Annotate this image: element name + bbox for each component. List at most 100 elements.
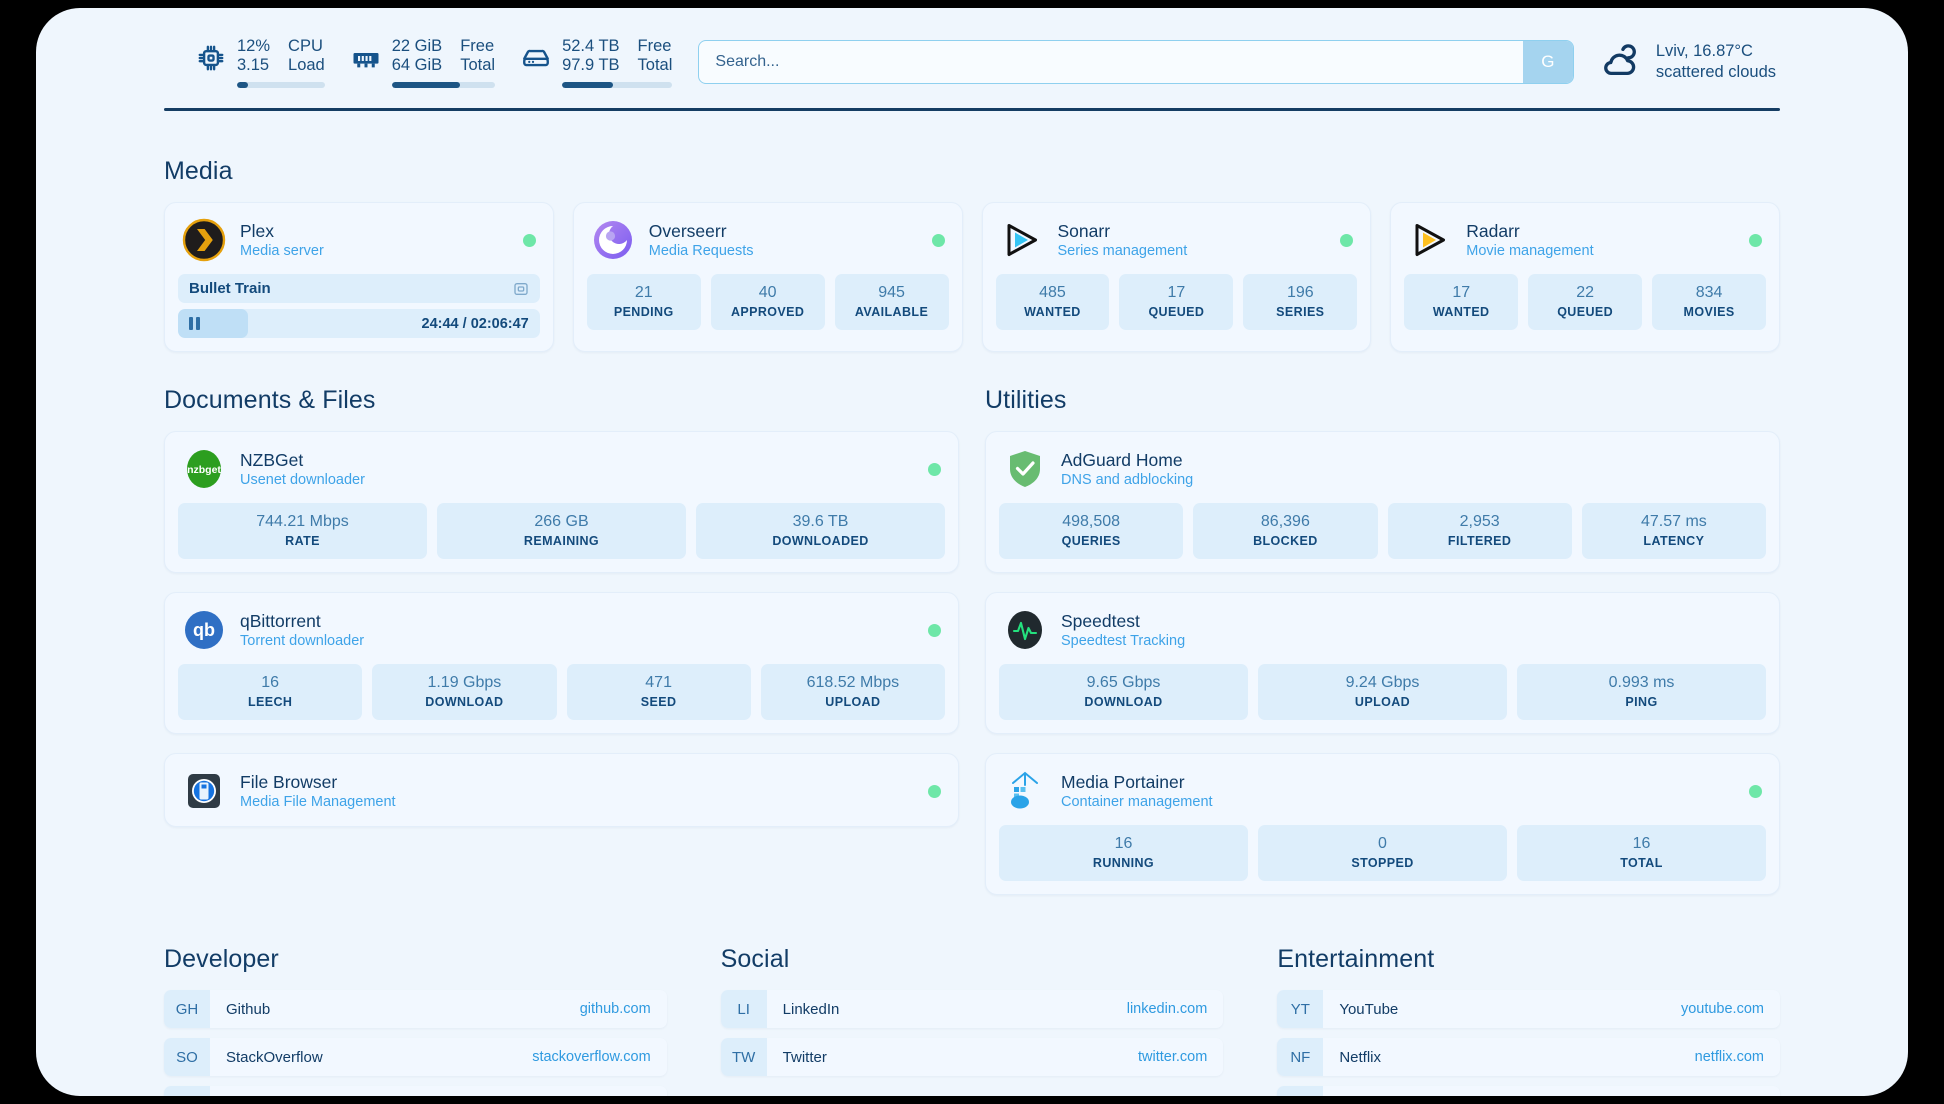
bookmark-item-github[interactable]: GH Github github.com [164,990,667,1028]
service-card-adguard-home[interactable]: AdGuard Home DNS and adblocking 498,508 … [985,431,1780,573]
stat-label: APPROVED [730,305,805,319]
stat-available: 945 AVAILABLE [834,274,949,330]
stat-value: 16 [1114,835,1133,852]
search-input[interactable] [699,41,1523,83]
stat-queued: 22 QUEUED [1528,274,1643,330]
card-stats: 16 LEECH 1.19 Gbps DOWNLOAD 471 SEED [178,664,945,720]
service-card-radarr[interactable]: Radarr Movie management 17 WANTED 22 QUE… [1390,202,1780,352]
card-stats: 9.65 Gbps DOWNLOAD 9.24 Gbps UPLOAD 0.99… [999,664,1766,720]
service-card-overseerr[interactable]: Overseerr Media Requests 21 PENDING 40 A… [572,202,963,352]
stat-value: 744.21 Mbps [256,513,349,530]
card-header: nzbget NZBGet Usenet downloader [178,445,945,491]
bookmark-url: linkedin.com [1126,1001,1208,1017]
stat-value: 196 [1286,284,1314,301]
bookmark-name: Netflix [1339,1048,1382,1066]
weather-widget[interactable]: Lviv, 16.87°C scattered clouds [1600,41,1776,83]
card-subtitle: Container management [1061,793,1213,810]
service-card-nzbget[interactable]: nzbget NZBGet Usenet downloader 74 [164,431,959,573]
stat-label: RUNNING [1092,856,1155,870]
card-subtitle: Speedtest Tracking [1061,632,1186,649]
stat-movies: 834 MOVIES [1652,274,1767,330]
bookmark-name: LinkedIn [782,1000,840,1018]
card-title: Media Portainer [1061,771,1185,792]
stat-running: 16 RUNNING [999,825,1248,881]
speedtest-logo [1003,608,1047,652]
bookmark-item-reddit[interactable]: RE Reddit reddit.com [1277,1086,1780,1096]
stat-label: UPLOAD [1354,695,1411,709]
svg-text:nzbget: nzbget [187,464,221,476]
weather-location-temp: Lviv, 16.87°C [1655,42,1753,60]
bookmark-abbr: TW [720,1038,767,1076]
stat-label: PING [1625,695,1658,709]
stat-value: 618.52 Mbps [806,674,900,691]
stat-value: 471 [645,674,672,691]
stat-stopped: 0 STOPPED [1258,825,1507,881]
card-title: File Browser [240,771,338,792]
adguard-logo [1003,447,1047,491]
card-title: Speedtest [1061,610,1140,631]
stat-label: LEECH [247,695,293,709]
card-header: Radarr Movie management [1404,216,1766,262]
resource-memory[interactable]: 22 GiB 64 GiB Free Total [351,37,496,88]
bookmark-abbr: NF [1277,1038,1324,1076]
cpu-label-2: Load [288,55,325,74]
service-card-media-portainer[interactable]: Media Portainer Container management 16 … [985,753,1780,895]
weather-condition: scattered clouds [1655,63,1776,81]
bookmark-group-social: Social LI LinkedIn linkedin.com TW Twitt… [720,945,1224,1096]
stat-value: 47.57 ms [1640,513,1707,530]
stat-label: WANTED [1432,305,1490,319]
bookmark-item-stackoverflow[interactable]: SO StackOverflow stackoverflow.com [164,1038,667,1076]
bookmark-item-dev[interactable]: DT DEV dev.to [164,1086,667,1096]
stat-remaining: 266 GB REMAINING [437,503,686,559]
cpu-icon [196,43,226,73]
stat-label: UPLOAD [825,695,881,709]
filebrowser-logo [182,769,226,813]
bookmark-item-linkedin[interactable]: LI LinkedIn linkedin.com [720,990,1224,1028]
disk-label-1: Free [637,36,672,55]
cloud-icon [1600,41,1642,83]
bookmark-url: github.com [579,1001,651,1017]
stat-value: 86,396 [1260,513,1310,530]
search-engine-button[interactable]: G [1522,41,1573,83]
stat-label: REMAINING [523,534,600,548]
cast-icon[interactable] [513,281,529,297]
service-card-file-browser[interactable]: File Browser Media File Management [164,753,959,827]
service-card-plex[interactable]: Plex Media server Bullet Train [164,202,554,352]
nzbget-logo: nzbget [182,447,226,491]
stat-label: DOWNLOAD [1084,695,1163,709]
bookmark-item-twitter[interactable]: TW Twitter twitter.com [720,1038,1224,1076]
disk-label-2: Total [637,55,673,74]
stat-label: TOTAL [1620,856,1663,870]
bookmark-abbr: YT [1277,990,1324,1028]
memory-label-2: Total [460,55,496,74]
status-dot-online [931,233,945,247]
cpu-value-1: 12% [237,36,271,55]
stat-value: 266 GB [534,513,589,530]
now-playing-progress-bar[interactable]: 24:44 / 02:06:47 [178,309,540,338]
resource-cpu[interactable]: 12% 3.15 CPU Load [196,37,325,88]
card-header: qb qBittorrent Torrent downloader [178,606,945,652]
stat-value: 22 [1576,284,1595,301]
stat-value: 834 [1695,284,1723,301]
bookmark-item-youtube[interactable]: YT YouTube youtube.com [1277,990,1780,1028]
card-title: Radarr [1466,220,1520,241]
service-card-speedtest[interactable]: Speedtest Speedtest Tracking 9.65 Gbps D… [985,592,1780,734]
stat-seed: 471 SEED [566,664,751,720]
card-subtitle: Media server [240,242,324,259]
bookmark-name: Github [226,1000,271,1018]
card-title: AdGuard Home [1061,449,1183,470]
stat-pending: 21 PENDING [586,274,701,330]
card-subtitle: Media File Management [240,793,396,810]
resource-disk[interactable]: 52.4 TB 97.9 TB Free Total [521,36,673,88]
pause-icon[interactable] [189,317,200,330]
stat-value: 21 [634,284,653,301]
cpu-value-2: 3.15 [237,55,270,74]
bookmark-url: netflix.com [1694,1049,1764,1065]
service-card-qbittorrent[interactable]: qb qBittorrent Torrent downloader [164,592,959,734]
bookmark-item-netflix[interactable]: NF Netflix netflix.com [1277,1038,1780,1076]
status-dot-online [928,784,941,798]
search-box[interactable]: G [698,40,1574,84]
service-card-sonarr[interactable]: Sonarr Series management 485 WANTED 17 Q… [981,202,1372,352]
card-subtitle: Torrent downloader [240,632,365,649]
now-playing-title-bar: Bullet Train [178,274,540,303]
